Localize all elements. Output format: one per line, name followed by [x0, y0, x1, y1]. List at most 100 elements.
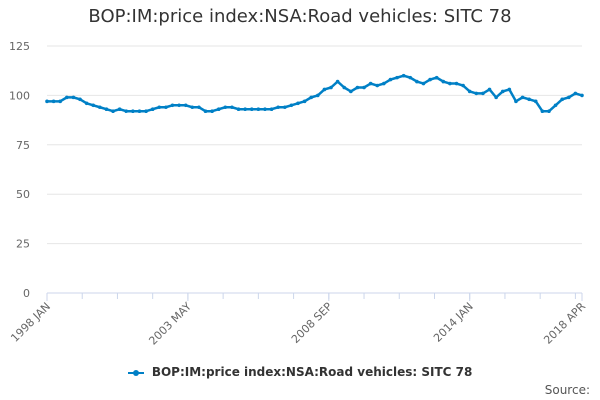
data-point — [395, 75, 399, 80]
data-point — [553, 103, 558, 108]
data-point — [243, 107, 247, 112]
data-point — [454, 81, 459, 86]
data-point — [256, 107, 261, 112]
chart-title: BOP:IM:price index:NSA:Road vehicles: SI… — [88, 6, 512, 27]
legend-label: BOP:IM:price index:NSA:Road vehicles: SI… — [151, 365, 473, 379]
data-point — [573, 91, 578, 96]
data-point — [441, 79, 446, 84]
data-point — [474, 91, 479, 96]
data-point — [487, 87, 492, 92]
data-point — [302, 99, 307, 104]
data-point — [111, 109, 115, 114]
data-point — [520, 95, 525, 100]
y-tick-label: 25 — [16, 238, 30, 251]
data-point — [309, 95, 313, 100]
data-point — [91, 103, 96, 108]
data-point — [210, 109, 214, 114]
x-tick-label: 2018 APR — [541, 300, 588, 347]
x-tick-label: 2003 MAY — [146, 300, 194, 348]
series-line — [47, 74, 583, 113]
data-point — [183, 103, 188, 108]
data-point — [296, 101, 300, 106]
data-point — [289, 103, 294, 108]
data-point — [131, 109, 135, 114]
source-label: Source: — [544, 383, 590, 397]
data-point — [137, 109, 142, 114]
data-point — [540, 109, 545, 114]
y-tick-label: 0 — [23, 287, 30, 300]
data-point — [566, 95, 571, 100]
data-point — [78, 97, 82, 102]
data-point — [434, 75, 439, 80]
data-point — [144, 109, 148, 114]
data-point — [401, 73, 406, 78]
data-point — [349, 89, 353, 94]
data-point — [421, 81, 426, 86]
data-point — [362, 85, 366, 90]
data-point — [388, 77, 393, 82]
data-point — [316, 93, 320, 98]
data-point — [45, 99, 49, 104]
data-point — [58, 99, 63, 104]
data-point — [164, 105, 168, 110]
data-point — [375, 83, 380, 88]
data-point — [190, 105, 195, 110]
data-point — [527, 97, 531, 102]
legend-line-marker-icon — [127, 369, 144, 376]
data-point — [342, 85, 347, 90]
data-point — [494, 95, 498, 100]
data-point — [117, 107, 122, 112]
data-point — [448, 81, 452, 86]
y-tick-label: 50 — [16, 188, 30, 201]
data-point — [236, 107, 241, 112]
data-point — [230, 105, 234, 110]
data-point — [51, 99, 56, 104]
data-point — [408, 75, 413, 80]
data-point — [481, 91, 485, 96]
data-point — [197, 105, 201, 110]
data-point — [560, 97, 564, 102]
data-point — [533, 99, 538, 104]
data-point — [150, 107, 155, 112]
data-point — [580, 93, 584, 98]
data-point — [177, 103, 181, 108]
x-tick-label: 1998 JAN — [8, 300, 53, 345]
data-point — [104, 107, 109, 112]
data-point — [415, 79, 419, 84]
data-point — [216, 107, 221, 112]
data-point — [276, 105, 280, 110]
data-point — [170, 103, 175, 108]
data-point — [71, 95, 76, 100]
y-tick-label: 75 — [16, 139, 30, 152]
data-point — [355, 85, 360, 90]
data-point — [157, 105, 162, 110]
data-point — [428, 77, 432, 82]
data-point — [269, 107, 274, 112]
x-tick-label: 2014 JAN — [431, 300, 476, 345]
data-point — [98, 105, 102, 110]
data-point — [249, 107, 254, 112]
data-point — [282, 105, 287, 110]
x-tick-label: 2008 SEP — [289, 300, 335, 346]
data-point — [203, 109, 208, 114]
data-point — [382, 81, 386, 86]
data-point — [547, 109, 551, 114]
data-point — [263, 107, 267, 112]
y-tick-label: 100 — [9, 89, 30, 102]
legend-item[interactable]: BOP:IM:price index:NSA:Road vehicles: SI… — [0, 365, 600, 379]
data-point — [84, 101, 89, 106]
data-point — [329, 85, 333, 90]
data-point — [322, 87, 327, 92]
data-point — [500, 89, 505, 94]
data-point — [368, 81, 373, 86]
data-point — [467, 89, 472, 94]
data-point — [124, 109, 129, 114]
data-point — [507, 87, 512, 92]
data-point — [335, 79, 340, 84]
data-point — [223, 105, 228, 110]
y-tick-label: 125 — [9, 40, 30, 53]
data-point — [65, 95, 69, 100]
data-point — [461, 83, 465, 88]
